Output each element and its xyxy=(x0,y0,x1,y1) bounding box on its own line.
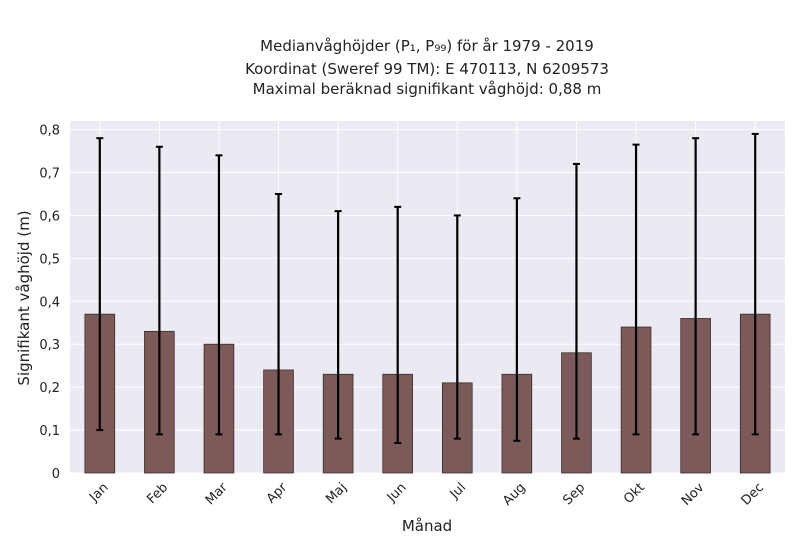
y-axis-title: Signifikant våghöjd (m) xyxy=(15,210,33,385)
error-bar-okt xyxy=(632,143,640,436)
chart-title-line-3: Maximal beräknad signifikant våghöjd: 0,… xyxy=(253,80,602,98)
y-tick-label: 0,4 xyxy=(39,295,60,310)
error-bar-nov xyxy=(692,137,700,436)
error-bar-apr xyxy=(275,192,283,436)
x-tick-label: Mar xyxy=(203,480,231,508)
x-tick-label: Feb xyxy=(144,480,171,507)
y-tick-label: 0,7 xyxy=(39,167,60,182)
x-tick-label: Sep xyxy=(560,480,588,508)
plot-area xyxy=(70,121,785,473)
y-tick-labels: 0 0,1 0,2 0,3 0,4 0,5 0,6 0,7 0,8 xyxy=(39,124,60,482)
error-bar-jan xyxy=(96,137,104,432)
x-axis-title: Månad xyxy=(402,517,452,535)
error-bar-mar xyxy=(215,154,223,436)
chart-title-line-1: Medianvåghöjder (P₁, P₉₉) för år 1979 - … xyxy=(260,37,594,55)
x-tick-label: Apr xyxy=(264,480,291,507)
y-tick-label: 0,2 xyxy=(39,381,60,396)
x-tick-label: Maj xyxy=(323,480,350,507)
error-bar-dec xyxy=(751,132,759,436)
y-tick-label: 0,5 xyxy=(39,252,60,267)
y-tick-label: 0,3 xyxy=(39,338,60,353)
x-tick-labels: Jan Feb Mar Apr Maj Jun Jul Aug Sep Okt Nov Dec xyxy=(86,480,767,509)
error-bar-aug xyxy=(513,197,521,442)
x-tick-label: Okt xyxy=(621,480,648,507)
y-tick-label: 0,6 xyxy=(39,209,60,224)
x-tick-label: Dec xyxy=(739,480,767,508)
error-bar-jun xyxy=(394,205,402,444)
x-tick-label: Jul xyxy=(447,480,469,502)
y-tick-label: 0 xyxy=(52,467,60,482)
chart-title-line-2: Koordinat (Sweref 99 TM): E 470113, N 62… xyxy=(245,60,609,78)
x-tick-label: Jun xyxy=(384,480,410,506)
error-bar-feb xyxy=(155,145,163,436)
x-tick-label: Aug xyxy=(500,480,529,509)
error-bar-jul xyxy=(453,214,461,440)
chart-title: Medianvåghöjder (P₁, P₉₉) för år 1979 - … xyxy=(245,37,609,98)
y-tick-label: 0,1 xyxy=(39,424,60,439)
y-tick-label: 0,8 xyxy=(39,124,60,139)
error-bar-maj xyxy=(334,210,342,440)
error-bars xyxy=(96,132,759,444)
error-bar-sep xyxy=(572,162,580,440)
x-tick-label: Nov xyxy=(679,480,708,509)
x-tick-label: Jan xyxy=(86,480,111,505)
